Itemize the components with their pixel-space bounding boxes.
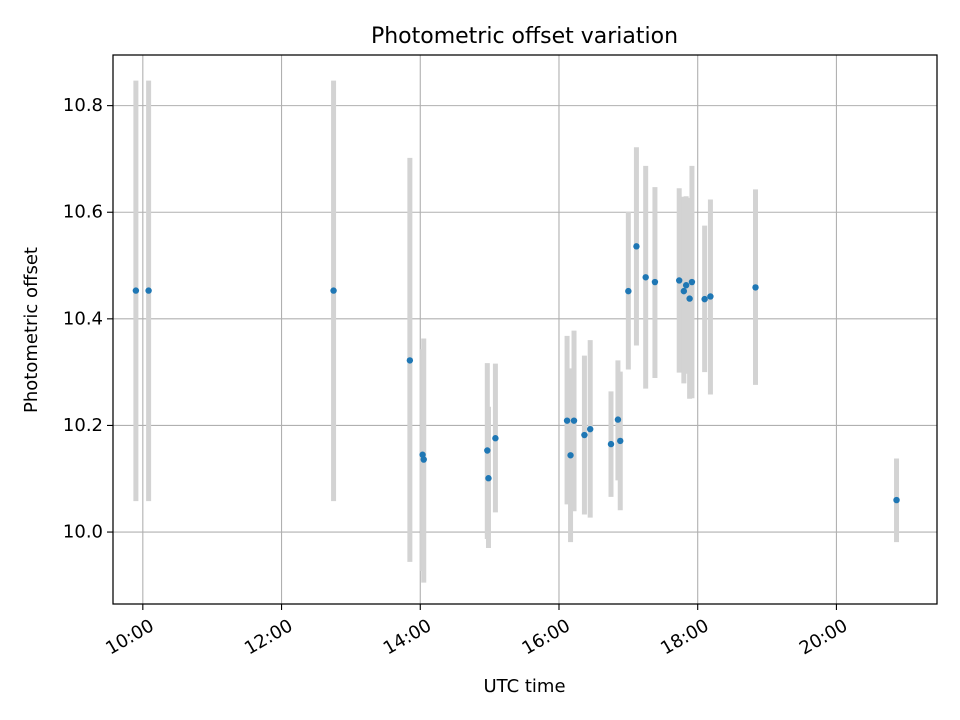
data-point	[625, 287, 632, 295]
data-point	[614, 416, 622, 423]
data-point	[676, 277, 683, 284]
x-axis-label: UTC time	[483, 676, 565, 697]
data-point	[145, 287, 152, 294]
data-point	[132, 287, 140, 294]
grid	[113, 55, 937, 604]
data-point	[651, 278, 659, 286]
y-tick-label: 10.2	[63, 415, 103, 436]
y-tick-label: 10.8	[63, 95, 103, 116]
data-point	[586, 425, 594, 433]
data-point	[893, 496, 900, 504]
plot-frame	[112, 54, 938, 605]
data-point	[688, 278, 696, 286]
data-point	[607, 440, 615, 448]
data-point	[492, 435, 499, 442]
data-point	[701, 295, 708, 303]
data-point	[567, 452, 574, 459]
data-point	[682, 282, 690, 289]
data-point	[617, 437, 624, 445]
data-point	[581, 431, 588, 439]
data-point	[680, 287, 688, 295]
data-point	[484, 447, 491, 454]
data-point	[570, 417, 578, 424]
data-point	[330, 287, 337, 294]
data-point	[485, 475, 492, 482]
y-tick-label: 10.0	[63, 522, 103, 543]
chart-title: Photometric offset variation	[371, 24, 678, 49]
y-tick-label: 10.6	[63, 202, 103, 223]
y-tick-label: 10.4	[63, 308, 103, 329]
data-point	[686, 295, 693, 302]
data-point	[419, 451, 426, 458]
data-point	[420, 456, 427, 463]
data-point	[406, 357, 414, 364]
data-point	[707, 293, 714, 300]
data-point	[642, 274, 649, 281]
data-points	[132, 243, 900, 504]
data-point	[563, 417, 571, 424]
data-point	[633, 243, 640, 250]
y-axis-label: Photometric offset	[21, 247, 42, 413]
data-point	[752, 284, 759, 291]
